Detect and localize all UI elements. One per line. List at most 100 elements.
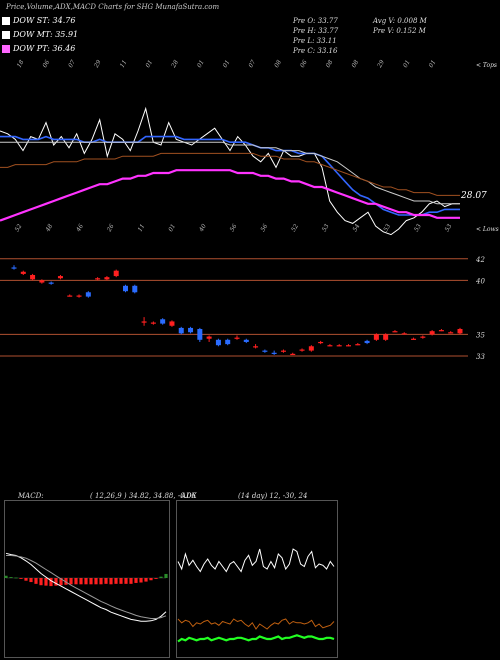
macd-histogram-bar: [119, 578, 123, 584]
macd-histogram-bar: [109, 578, 113, 585]
candle-body: [132, 285, 138, 293]
ema-short-line: [0, 135, 460, 216]
close-line: [0, 106, 460, 236]
macd-panel: [4, 500, 170, 658]
macd-histogram-bar: [154, 578, 158, 579]
top-tick-label: 11: [119, 59, 129, 69]
candle-body: [392, 331, 398, 333]
legend-dow-mt: DOW MT: 35.91: [2, 30, 78, 39]
candle-body: [355, 344, 361, 346]
adx-label: ADX: [181, 492, 197, 500]
macd-histogram-bar: [14, 577, 18, 579]
candle-body: [346, 345, 351, 347]
last-price-label: 28.07: [461, 191, 487, 201]
candle-body: [169, 321, 175, 326]
candle-body: [48, 282, 54, 284]
macd-histogram-bar: [19, 578, 23, 579]
adx-panel: [176, 500, 338, 658]
bottom-tick-label: 52: [290, 223, 300, 233]
level-label: 35: [476, 331, 485, 339]
candle-body: [271, 352, 277, 354]
macd-histogram-bar: [139, 578, 143, 583]
macd-histogram-bar: [4, 575, 8, 578]
candle-body: [457, 329, 463, 334]
top-tick-label: 06: [41, 59, 51, 69]
macd-histogram-bar: [64, 578, 68, 585]
macd-histogram-bar: [49, 578, 53, 587]
candle-body: [280, 350, 286, 352]
candle-body: [318, 341, 324, 344]
top-tick-label: 29: [376, 59, 386, 70]
candle-body: [429, 331, 435, 335]
candle-body: [215, 339, 221, 346]
adx-di-minus-line: [177, 548, 335, 573]
macd-histogram-bar: [159, 576, 163, 578]
top-tick-label: 08: [350, 59, 360, 69]
legend-dow-st: DOW ST: 34.76: [2, 16, 75, 25]
macd-histogram-bar: [34, 578, 38, 584]
macd-histogram-bar: [59, 578, 63, 586]
candle-body: [206, 336, 212, 339]
top-tick-label: 08: [325, 59, 335, 69]
top-tick-label: 29: [92, 59, 102, 70]
top-tick-label: 01: [402, 59, 412, 69]
bottom-tick-label: 40: [197, 223, 207, 234]
bottom-tick-label: 11: [137, 223, 147, 233]
macd-histogram-bar: [129, 578, 133, 584]
macd-histogram-bar: [124, 578, 128, 584]
macd-histogram-bar: [114, 578, 118, 584]
bottom-tick-label: 54: [352, 223, 362, 233]
macd-histogram-bar: [79, 578, 83, 585]
macd-histogram-bar: [99, 578, 103, 585]
candle-body: [448, 332, 454, 334]
candle-body: [57, 276, 63, 279]
bottom-tick-label: 53: [413, 223, 423, 233]
candle-body: [197, 329, 203, 340]
stat-pre-open: Pre O: 33.77: [293, 17, 338, 25]
legend-label-mt: DOW MT: 35.91: [13, 30, 79, 39]
ema-200-line: [0, 169, 460, 222]
candle-body: [411, 338, 417, 340]
legend-label-pt: DOW PT: 36.46: [13, 44, 76, 53]
bottom-tick-label: 26: [105, 223, 115, 234]
macd-histogram-bar: [69, 578, 73, 585]
bottom-tick-label: 46: [75, 223, 85, 234]
candle-body: [383, 334, 389, 340]
candle-body: [141, 321, 147, 323]
candle-body: [67, 295, 73, 297]
top-tick-label: 01: [222, 59, 232, 69]
top-tick-label: 18: [16, 59, 26, 69]
top-tick-label: 01: [144, 59, 154, 69]
candle-body: [438, 330, 444, 332]
macd-histogram-bar: [29, 578, 33, 583]
candle-body: [364, 340, 370, 344]
macd-histogram-bar: [104, 578, 108, 584]
candle-body: [30, 275, 36, 280]
macd-histogram-bar: [44, 578, 48, 586]
tops-label: < Tops: [476, 62, 498, 69]
macd-histogram-bar: [164, 573, 168, 578]
stat-pre-volume: Pre V: 0.152 M: [373, 27, 426, 35]
bottom-tick-label: 48: [44, 223, 54, 234]
candle-body: [336, 345, 342, 347]
bottom-tick-label: 53: [444, 223, 454, 233]
candle-body: [420, 336, 426, 338]
candle-body: [243, 339, 249, 342]
macd-histogram-bar: [24, 578, 28, 581]
top-tick-label: 01: [196, 59, 206, 69]
adx-params: (14 day) 12, -30, 24: [238, 492, 308, 500]
macd-histogram-bar: [94, 578, 98, 585]
top-tick-label: 08: [273, 59, 283, 69]
candle-body: [299, 349, 305, 351]
adx-di-plus-line: [177, 618, 335, 630]
candle-body: [95, 278, 101, 280]
candle-body: [160, 319, 166, 324]
stat-pre-high: Pre H: 33.77: [293, 27, 339, 35]
bottom-tick-label: 56: [259, 223, 269, 233]
top-tick-label: 07: [247, 59, 257, 69]
legend-swatch-st: [2, 16, 10, 25]
candle-body: [104, 277, 110, 280]
candle-body: [113, 270, 119, 277]
candle-body: [308, 346, 314, 351]
